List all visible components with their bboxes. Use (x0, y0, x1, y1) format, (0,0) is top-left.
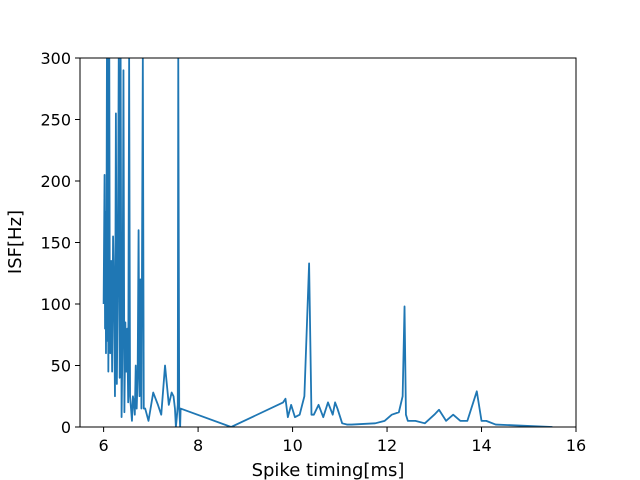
y-axis-ticks: 0 50 100 150 200 250 300 (40, 49, 80, 437)
x-axis-ticks: 6 8 10 12 14 16 (99, 427, 586, 455)
plot-area (102, 58, 553, 427)
y-tick-label: 100 (40, 295, 71, 314)
y-tick-label: 200 (40, 172, 71, 191)
y-tick-label: 250 (40, 111, 71, 130)
y-tick-label: 150 (40, 234, 71, 253)
x-tick-label: 16 (566, 436, 586, 455)
x-tick-label: 14 (471, 436, 491, 455)
y-axis-label: ISF[Hz] (5, 210, 26, 274)
x-tick-label: 8 (193, 436, 203, 455)
y-tick-label: 50 (51, 357, 71, 376)
x-tick-label: 12 (377, 436, 397, 455)
series-line (102, 58, 553, 427)
y-tick-label: 300 (40, 49, 71, 68)
x-tick-label: 6 (99, 436, 109, 455)
y-tick-label: 0 (61, 418, 71, 437)
x-tick-label: 10 (282, 436, 302, 455)
x-axis-label: Spike timing[ms] (252, 460, 405, 480)
